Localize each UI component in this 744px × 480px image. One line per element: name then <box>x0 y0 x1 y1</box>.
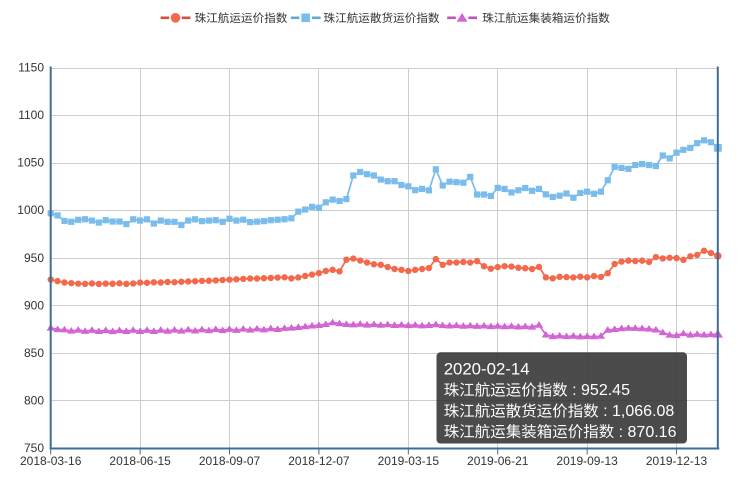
svg-text:: 870.16: : 870.16 <box>614 424 676 441</box>
svg-text:2018-09-07: 2018-09-07 <box>199 454 261 468</box>
svg-text:2019-06-21: 2019-06-21 <box>467 454 529 468</box>
svg-text:900: 900 <box>24 298 44 312</box>
svg-text:2019-03-15: 2019-03-15 <box>378 454 440 468</box>
svg-text:950: 950 <box>24 251 44 265</box>
svg-text:2019-12-13: 2019-12-13 <box>646 454 708 468</box>
svg-text:2020-02-14: 2020-02-14 <box>444 359 530 378</box>
svg-text:2018-03-16: 2018-03-16 <box>20 454 82 468</box>
svg-text:1100: 1100 <box>18 108 44 122</box>
svg-text:1050: 1050 <box>17 156 44 170</box>
svg-text:2018-12-07: 2018-12-07 <box>288 454 350 468</box>
svg-text:1000: 1000 <box>17 203 44 217</box>
svg-text:750: 750 <box>24 441 44 455</box>
svg-text:850: 850 <box>24 346 44 360</box>
svg-text:800: 800 <box>24 393 44 407</box>
svg-text:2018-06-15: 2018-06-15 <box>109 454 171 468</box>
svg-text:: 952.45: : 952.45 <box>568 382 630 399</box>
svg-text:: 1,066.08: : 1,066.08 <box>599 403 675 420</box>
svg-text:1150: 1150 <box>18 61 44 75</box>
svg-text:2019-09-13: 2019-09-13 <box>556 454 618 468</box>
